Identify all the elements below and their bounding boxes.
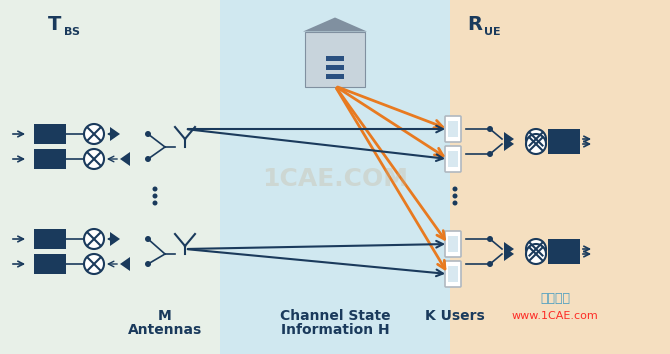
Circle shape bbox=[153, 187, 157, 192]
FancyBboxPatch shape bbox=[548, 239, 580, 259]
FancyBboxPatch shape bbox=[548, 244, 580, 264]
Circle shape bbox=[84, 229, 104, 249]
FancyBboxPatch shape bbox=[34, 254, 66, 274]
Circle shape bbox=[145, 236, 151, 242]
Circle shape bbox=[84, 149, 104, 169]
Circle shape bbox=[487, 126, 493, 132]
FancyBboxPatch shape bbox=[448, 266, 458, 282]
Circle shape bbox=[145, 156, 151, 162]
Polygon shape bbox=[110, 127, 120, 141]
FancyBboxPatch shape bbox=[448, 236, 458, 252]
Circle shape bbox=[145, 261, 151, 267]
FancyBboxPatch shape bbox=[448, 151, 458, 167]
FancyBboxPatch shape bbox=[330, 56, 336, 61]
Text: $\mathbf{T}$: $\mathbf{T}$ bbox=[48, 15, 62, 34]
Circle shape bbox=[84, 254, 104, 274]
FancyBboxPatch shape bbox=[326, 64, 332, 69]
FancyBboxPatch shape bbox=[445, 231, 461, 257]
Polygon shape bbox=[303, 17, 367, 32]
Circle shape bbox=[487, 151, 493, 157]
Text: 1CAE.COM: 1CAE.COM bbox=[262, 167, 408, 191]
FancyBboxPatch shape bbox=[445, 116, 461, 142]
Polygon shape bbox=[504, 137, 514, 151]
FancyBboxPatch shape bbox=[0, 0, 220, 354]
FancyBboxPatch shape bbox=[338, 56, 344, 61]
Text: www.1CAE.com: www.1CAE.com bbox=[512, 311, 598, 321]
FancyBboxPatch shape bbox=[326, 56, 332, 61]
FancyBboxPatch shape bbox=[338, 74, 344, 79]
Circle shape bbox=[452, 194, 458, 199]
FancyBboxPatch shape bbox=[548, 129, 580, 149]
Circle shape bbox=[153, 194, 157, 199]
Text: Information H: Information H bbox=[281, 323, 389, 337]
Polygon shape bbox=[120, 257, 130, 271]
Text: 仿真在线: 仿真在线 bbox=[540, 292, 570, 306]
Circle shape bbox=[487, 236, 493, 242]
Circle shape bbox=[145, 131, 151, 137]
Text: $\mathbf{R}$: $\mathbf{R}$ bbox=[467, 15, 483, 34]
FancyBboxPatch shape bbox=[220, 0, 450, 354]
FancyBboxPatch shape bbox=[34, 149, 66, 169]
FancyBboxPatch shape bbox=[445, 261, 461, 287]
Text: M: M bbox=[158, 309, 172, 323]
Polygon shape bbox=[110, 232, 120, 246]
FancyBboxPatch shape bbox=[445, 146, 461, 172]
FancyBboxPatch shape bbox=[548, 134, 580, 154]
Circle shape bbox=[452, 187, 458, 192]
Text: $\mathbf{BS}$: $\mathbf{BS}$ bbox=[63, 25, 81, 37]
Circle shape bbox=[487, 261, 493, 267]
Text: Antennas: Antennas bbox=[128, 323, 202, 337]
Polygon shape bbox=[504, 132, 514, 146]
FancyBboxPatch shape bbox=[34, 229, 66, 249]
Text: K Users: K Users bbox=[425, 309, 485, 323]
FancyBboxPatch shape bbox=[450, 0, 670, 354]
Polygon shape bbox=[504, 247, 514, 261]
Circle shape bbox=[452, 200, 458, 206]
Polygon shape bbox=[504, 242, 514, 256]
Circle shape bbox=[84, 124, 104, 144]
FancyBboxPatch shape bbox=[326, 74, 332, 79]
FancyBboxPatch shape bbox=[34, 124, 66, 144]
FancyBboxPatch shape bbox=[334, 74, 340, 79]
FancyBboxPatch shape bbox=[305, 32, 365, 86]
FancyBboxPatch shape bbox=[334, 56, 340, 61]
Circle shape bbox=[526, 129, 546, 149]
FancyBboxPatch shape bbox=[448, 121, 458, 137]
Text: Channel State: Channel State bbox=[279, 309, 391, 323]
FancyBboxPatch shape bbox=[334, 64, 340, 69]
Circle shape bbox=[526, 244, 546, 264]
FancyBboxPatch shape bbox=[338, 64, 344, 69]
Text: $\mathbf{UE}$: $\mathbf{UE}$ bbox=[483, 25, 501, 37]
Polygon shape bbox=[120, 152, 130, 166]
FancyBboxPatch shape bbox=[330, 64, 336, 69]
Circle shape bbox=[526, 134, 546, 154]
FancyBboxPatch shape bbox=[330, 74, 336, 79]
Circle shape bbox=[153, 200, 157, 206]
Circle shape bbox=[526, 239, 546, 259]
